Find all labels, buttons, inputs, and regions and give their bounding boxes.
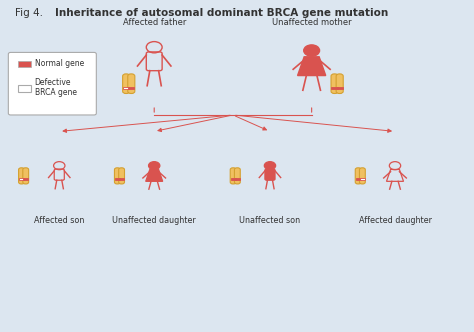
Polygon shape	[146, 169, 163, 181]
FancyBboxPatch shape	[355, 168, 361, 184]
Text: Unaffected daughter: Unaffected daughter	[112, 216, 196, 225]
Text: Affected son: Affected son	[34, 216, 84, 225]
Bar	[23, 179, 28, 180]
FancyBboxPatch shape	[128, 74, 135, 94]
Bar	[128, 87, 134, 89]
Bar	[119, 179, 124, 180]
Text: Unaffected son: Unaffected son	[239, 216, 301, 225]
Circle shape	[148, 162, 160, 170]
Bar	[18, 85, 30, 92]
FancyBboxPatch shape	[118, 168, 125, 184]
FancyBboxPatch shape	[359, 168, 365, 184]
FancyBboxPatch shape	[265, 169, 275, 180]
Circle shape	[304, 45, 319, 56]
Bar	[18, 61, 30, 67]
Bar	[360, 179, 365, 180]
Text: Normal gene: Normal gene	[35, 59, 84, 68]
FancyBboxPatch shape	[9, 52, 96, 115]
Bar	[331, 87, 337, 89]
Bar	[115, 179, 120, 180]
Bar	[231, 179, 236, 180]
FancyBboxPatch shape	[114, 168, 120, 184]
Text: Affected daughter: Affected daughter	[358, 216, 431, 225]
FancyBboxPatch shape	[18, 168, 25, 184]
Text: Unaffected mother: Unaffected mother	[272, 18, 351, 27]
Polygon shape	[298, 57, 326, 76]
FancyBboxPatch shape	[230, 168, 236, 184]
Circle shape	[264, 162, 276, 170]
FancyBboxPatch shape	[123, 74, 130, 94]
FancyBboxPatch shape	[331, 74, 338, 94]
Bar	[337, 87, 343, 89]
Text: Defective
BRCA gene: Defective BRCA gene	[35, 78, 77, 97]
Bar	[123, 87, 129, 89]
FancyBboxPatch shape	[235, 168, 240, 184]
Text: Fig 4.: Fig 4.	[15, 8, 46, 18]
Text: Affected father: Affected father	[122, 18, 186, 27]
FancyBboxPatch shape	[336, 74, 343, 94]
Text: Inheritance of autosomal dominant BRCA gene mutation: Inheritance of autosomal dominant BRCA g…	[55, 8, 388, 18]
Bar	[356, 179, 361, 180]
Bar	[235, 179, 240, 180]
FancyBboxPatch shape	[23, 168, 28, 184]
Bar	[19, 179, 24, 180]
